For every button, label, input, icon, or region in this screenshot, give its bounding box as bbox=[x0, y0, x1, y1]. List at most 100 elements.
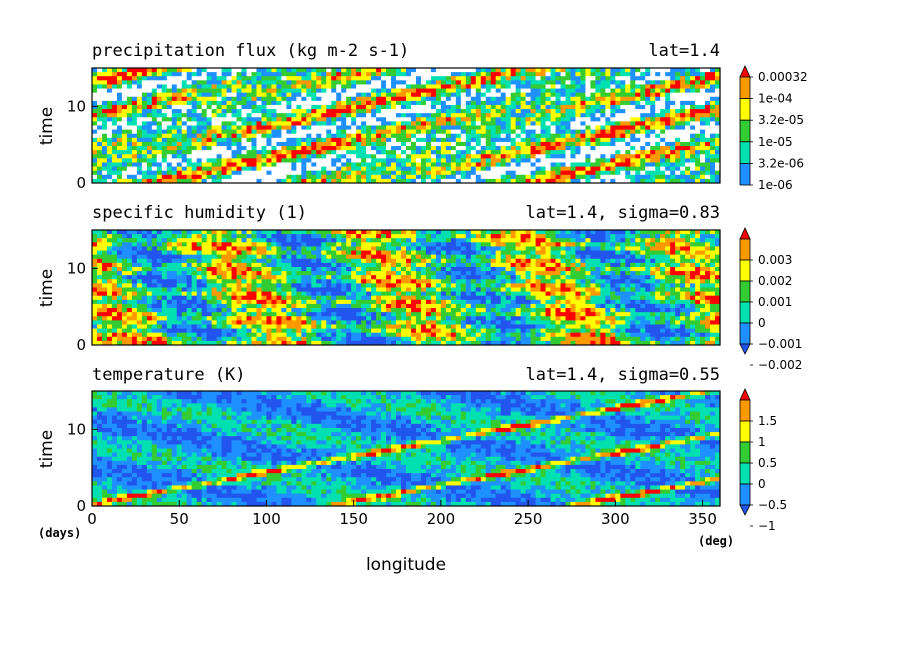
heatmap-cell bbox=[575, 170, 582, 176]
heatmap-cell bbox=[311, 234, 317, 239]
heatmap-cell bbox=[470, 121, 477, 127]
heatmap-cell bbox=[186, 242, 193, 248]
heatmap-cell bbox=[600, 266, 606, 272]
heatmap-cell bbox=[291, 96, 297, 102]
heatmap-cell bbox=[515, 162, 522, 168]
heatmap-cell bbox=[92, 158, 98, 164]
heatmap-cell bbox=[610, 137, 616, 143]
heatmap-cell bbox=[520, 100, 527, 106]
heatmap-cell bbox=[276, 92, 282, 98]
heatmap-cell bbox=[495, 121, 502, 127]
heatmap-cell bbox=[381, 92, 387, 98]
heatmap-cell bbox=[191, 158, 198, 164]
heatmap-cell bbox=[420, 72, 427, 77]
heatmap-cell bbox=[585, 262, 592, 268]
heatmap-cell bbox=[286, 76, 292, 81]
heatmap-cell bbox=[261, 96, 268, 102]
heatmap-cell bbox=[685, 246, 691, 252]
heatmap-cell bbox=[296, 100, 302, 106]
heatmap-cell bbox=[261, 80, 268, 86]
heatmap-cell bbox=[505, 258, 512, 264]
heatmap-cell bbox=[435, 230, 442, 235]
heatmap-cell bbox=[111, 137, 118, 143]
heatmap-cell bbox=[560, 254, 567, 260]
heatmap-cell bbox=[470, 129, 477, 135]
heatmap-cell bbox=[181, 170, 188, 176]
heatmap-cell bbox=[540, 162, 547, 168]
heatmap-cell bbox=[286, 174, 292, 180]
heatmap-cell bbox=[605, 117, 611, 122]
heatmap-cell bbox=[311, 80, 317, 86]
heatmap-cell bbox=[685, 92, 691, 98]
heatmap-cell bbox=[371, 88, 377, 94]
heatmap-cell bbox=[520, 141, 527, 147]
heatmap-cell bbox=[435, 88, 442, 94]
heatmap-cell bbox=[206, 262, 213, 268]
heatmap-cell bbox=[510, 154, 517, 159]
heatmap-cell bbox=[191, 125, 198, 131]
heatmap-cell bbox=[530, 254, 537, 260]
heatmap-cell bbox=[181, 104, 188, 110]
heatmap-cell bbox=[366, 141, 372, 147]
heatmap-cell bbox=[585, 266, 592, 272]
heatmap-cell bbox=[445, 137, 452, 143]
heatmap-cell bbox=[276, 117, 282, 122]
heatmap-cell bbox=[485, 100, 492, 106]
heatmap-cell bbox=[510, 246, 517, 252]
heatmap-cell bbox=[381, 146, 387, 151]
heatmap-cell bbox=[351, 109, 357, 114]
heatmap-cell bbox=[241, 68, 248, 73]
heatmap-cell bbox=[620, 238, 626, 243]
heatmap-cell bbox=[301, 129, 307, 135]
heatmap-cell bbox=[670, 178, 676, 183]
heatmap-cell bbox=[430, 166, 437, 172]
heatmap-cell bbox=[281, 133, 287, 139]
heatmap-cell bbox=[630, 100, 636, 106]
heatmap-cell bbox=[515, 246, 522, 252]
heatmap-cell bbox=[430, 246, 437, 252]
heatmap-cell bbox=[166, 166, 173, 172]
heatmap-cell bbox=[316, 113, 322, 118]
heatmap-cell bbox=[96, 158, 103, 164]
heatmap-cell bbox=[625, 250, 631, 256]
heatmap-cell bbox=[176, 230, 183, 235]
heatmap-cell bbox=[575, 141, 582, 147]
heatmap-cell bbox=[241, 129, 248, 135]
heatmap-cell bbox=[710, 113, 716, 118]
heatmap-cell bbox=[555, 150, 562, 155]
heatmap-field bbox=[92, 230, 720, 345]
heatmap-cell bbox=[560, 266, 567, 272]
heatmap-cell bbox=[341, 262, 347, 268]
heatmap-cell bbox=[595, 254, 601, 260]
heatmap-cell bbox=[705, 125, 711, 131]
heatmap-cell bbox=[296, 230, 302, 235]
heatmap-cell bbox=[555, 242, 562, 248]
heatmap-cell bbox=[321, 137, 327, 143]
heatmap-cell bbox=[630, 141, 636, 147]
heatmap-cell bbox=[201, 230, 208, 235]
heatmap-cell bbox=[336, 76, 342, 81]
heatmap-cell bbox=[500, 262, 507, 268]
heatmap-cell bbox=[560, 121, 567, 127]
heatmap-cell bbox=[396, 113, 402, 118]
heatmap-cell bbox=[151, 230, 158, 235]
heatmap-cell bbox=[316, 150, 322, 155]
heatmap-cell bbox=[266, 104, 273, 110]
heatmap-cell bbox=[201, 141, 208, 147]
heatmap-cell bbox=[226, 125, 233, 131]
heatmap-cell bbox=[201, 178, 208, 183]
heatmap-cell bbox=[276, 100, 282, 106]
heatmap-cell bbox=[690, 72, 696, 77]
heatmap-cell bbox=[151, 141, 158, 147]
heatmap-cell bbox=[266, 84, 273, 90]
heatmap-cell bbox=[660, 162, 666, 168]
heatmap-cell bbox=[565, 266, 572, 272]
heatmap-cell bbox=[111, 72, 118, 77]
heatmap-cell bbox=[386, 150, 392, 155]
heatmap-cell bbox=[620, 92, 626, 98]
heatmap-cell bbox=[101, 137, 108, 143]
heatmap-cell bbox=[201, 84, 208, 90]
heatmap-cell bbox=[510, 271, 517, 276]
heatmap-cell bbox=[635, 88, 641, 94]
heatmap-cell bbox=[595, 117, 601, 122]
